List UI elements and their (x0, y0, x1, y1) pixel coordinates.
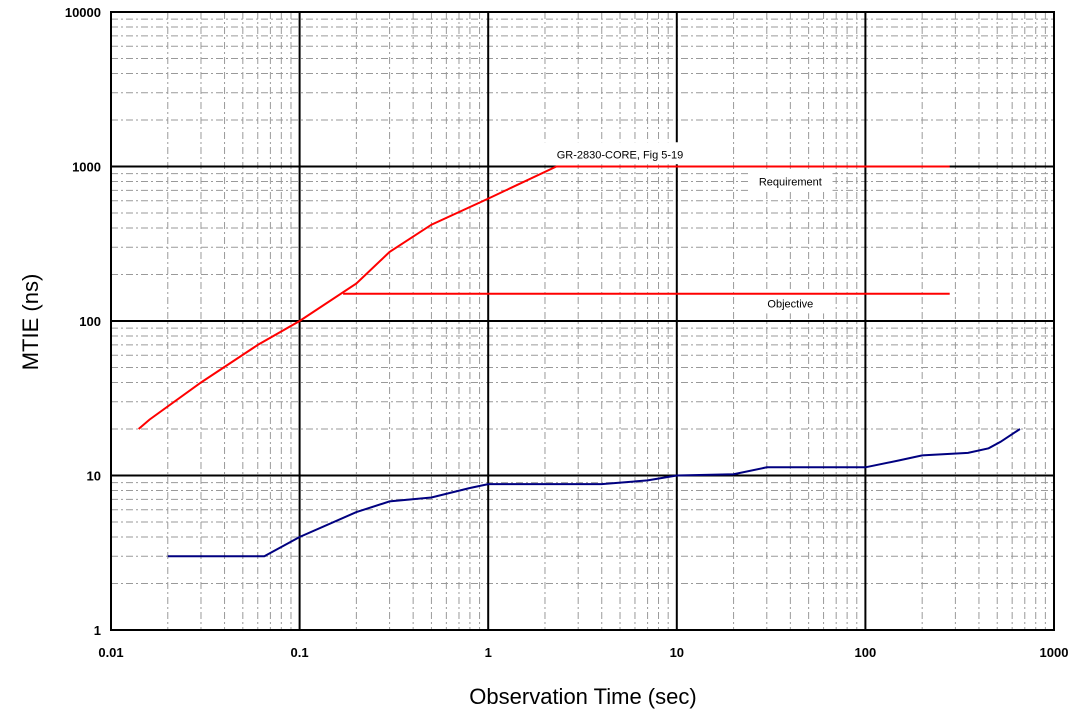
x-tick-label: 1000 (1040, 645, 1069, 660)
series-line-requirement (137, 165, 950, 430)
y-tick-label: 10 (87, 469, 101, 484)
y-tick-labels: 1 10 100 1000 10000 (65, 5, 101, 638)
x-tick-label: 1 (485, 645, 492, 660)
x-axis-title: Observation Time (sec) (469, 684, 696, 709)
x-tick-label: 0.1 (291, 645, 309, 660)
series-line-series-3 (167, 428, 1021, 558)
annotation-box (542, 142, 698, 165)
x-tick-label: 10 (670, 645, 684, 660)
x-tick-label: 0.01 (98, 645, 123, 660)
y-tick-label: 100 (79, 314, 101, 329)
annotations: GR-2830-CORE, Fig 5-19 Requirement Objecti… (542, 142, 833, 314)
plot-area-border (110, 11, 1055, 631)
y-tick-label: 1000 (72, 160, 101, 175)
y-tick-label: 1 (94, 623, 101, 638)
annotation-label: GR-2830-CORE, Fig 5-19 (557, 149, 684, 161)
annotation-label: Objective (767, 298, 813, 310)
annotation-box (748, 169, 833, 192)
x-tick-labels: 0.01 0.1 1 10 100 1000 (98, 645, 1068, 660)
series-lines (137, 165, 1021, 558)
x-tick-label: 100 (855, 645, 877, 660)
y-tick-label: 10000 (65, 5, 101, 20)
annotation-label: Requirement (759, 176, 822, 188)
annotation-box (754, 291, 827, 314)
y-axis-title: MTIE (ns) (18, 274, 43, 371)
minor-grid (111, 12, 1054, 630)
